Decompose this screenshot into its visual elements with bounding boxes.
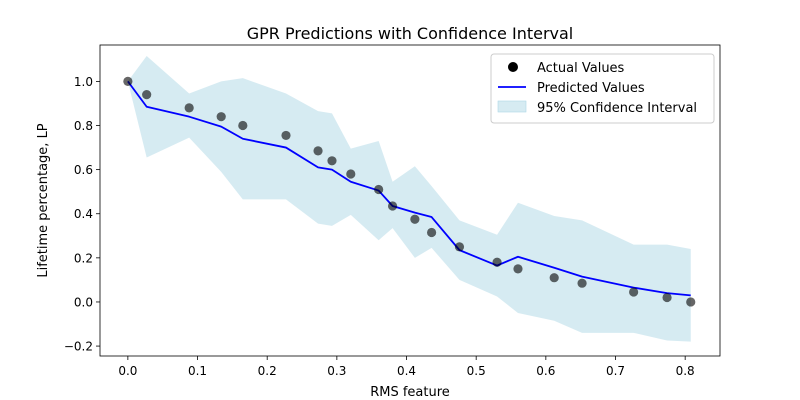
legend-box bbox=[490, 53, 715, 124]
x-tick-label: 0.6 bbox=[536, 364, 555, 378]
legend-label-interval: 95% Confidence Interval bbox=[537, 101, 697, 116]
y-axis-label: Lifetime percentage, LP bbox=[36, 123, 51, 277]
x-tick-label: 0.3 bbox=[327, 364, 346, 378]
x-tick-label: 0.4 bbox=[397, 364, 416, 378]
x-axis: 0.0 0.1 0.2 0.3 0.4 0.5 0.6 0.7 0.8 bbox=[118, 356, 695, 378]
actual-point bbox=[123, 76, 133, 86]
x-tick-label: 0.0 bbox=[118, 364, 137, 378]
x-tick-label: 0.5 bbox=[467, 364, 486, 378]
x-tick-label: 0.1 bbox=[188, 364, 207, 378]
actual-point bbox=[549, 273, 559, 283]
actual-point bbox=[374, 184, 384, 195]
legend-label-actual: Actual Values bbox=[537, 61, 625, 76]
x-axis-label: RMS feature bbox=[370, 385, 450, 400]
actual-point bbox=[686, 297, 696, 307]
actual-point bbox=[410, 214, 420, 224]
x-tick-label: 0.8 bbox=[676, 364, 695, 378]
y-tick-label: 0.0 bbox=[74, 295, 93, 309]
actual-point bbox=[142, 90, 152, 100]
x-tick-label: 0.2 bbox=[258, 364, 277, 378]
actual-point bbox=[629, 287, 639, 297]
actual-point bbox=[184, 103, 194, 113]
y-tick-label: 0.6 bbox=[74, 163, 93, 177]
actual-point bbox=[346, 169, 356, 179]
actual-point bbox=[387, 201, 398, 211]
x-tick-label: 0.7 bbox=[606, 364, 625, 378]
actual-point bbox=[454, 242, 465, 252]
plot-area bbox=[123, 56, 696, 342]
actual-point bbox=[492, 257, 502, 267]
axes-frame bbox=[99, 44, 721, 357]
actual-point bbox=[427, 227, 437, 238]
y-axis: −0.2 0.0 0.2 0.4 0.6 0.8 1.0 bbox=[64, 75, 100, 354]
actual-point bbox=[216, 112, 226, 122]
confidence-band bbox=[127, 56, 691, 342]
actual-point bbox=[662, 292, 672, 303]
y-tick-label: 0.2 bbox=[74, 251, 93, 265]
actual-point bbox=[313, 146, 323, 156]
y-tick-label: 1.0 bbox=[74, 75, 93, 89]
legend: Actual Values Predicted Values 95% Confi… bbox=[490, 53, 715, 124]
chart-title: GPR Predictions with Confidence Interval bbox=[247, 24, 574, 43]
y-tick-label: −0.2 bbox=[64, 340, 93, 354]
y-tick-label: 0.8 bbox=[74, 119, 93, 133]
legend-label-predicted: Predicted Values bbox=[537, 81, 645, 96]
legend-marker-actual bbox=[508, 62, 518, 72]
actual-point bbox=[327, 156, 337, 166]
y-tick-label: 0.4 bbox=[74, 207, 93, 221]
actual-point bbox=[281, 130, 291, 141]
actual-point bbox=[577, 278, 587, 288]
legend-patch-interval bbox=[497, 100, 527, 113]
actual-point bbox=[513, 264, 523, 274]
actual-point bbox=[238, 120, 248, 131]
